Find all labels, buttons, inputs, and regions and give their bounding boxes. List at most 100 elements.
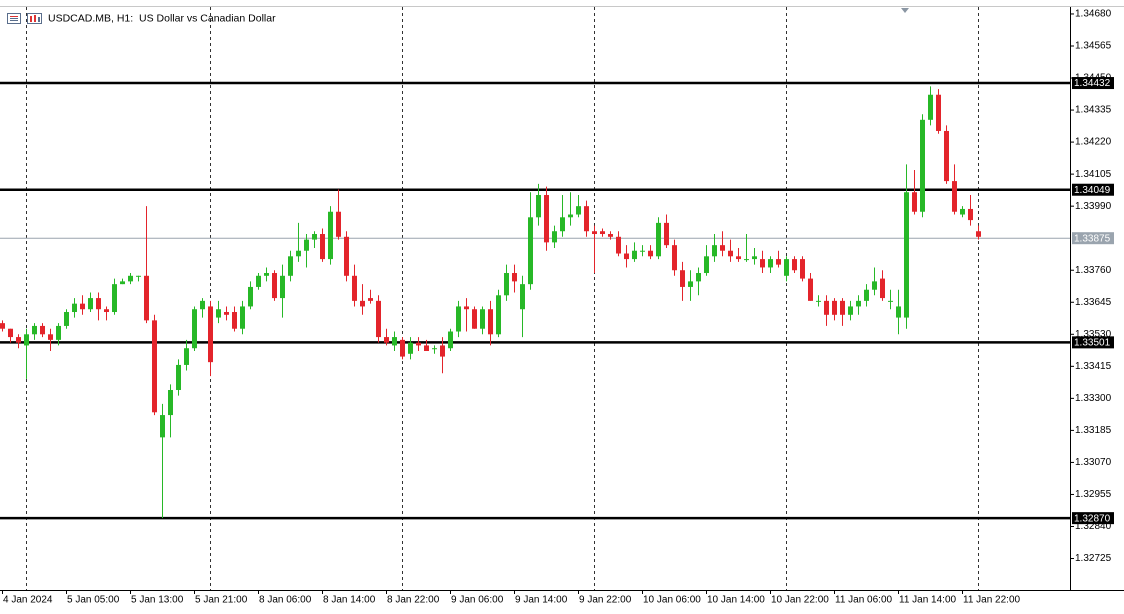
candle-body — [344, 236, 349, 276]
candle-body — [512, 273, 517, 282]
x-tick-label: 8 Jan 06:00 — [259, 595, 312, 606]
candle-body — [680, 270, 685, 287]
candle-body — [184, 348, 189, 365]
candle-body — [928, 94, 933, 120]
candle-body — [864, 289, 869, 301]
candle-body — [40, 325, 45, 335]
y-tick-label: 1.33760 — [1075, 265, 1112, 276]
icon-bar — [38, 17, 40, 22]
candle-body — [784, 259, 789, 276]
candle-body — [224, 312, 229, 315]
level-label: 1.34432 — [1074, 78, 1111, 89]
candle-body — [456, 306, 461, 332]
candle-body — [8, 328, 13, 338]
candle-body — [952, 181, 957, 212]
level-label: 1.34049 — [1074, 185, 1111, 196]
candle-body — [888, 300, 893, 302]
candle-body — [32, 325, 37, 335]
x-tick-label: 11 Jan 22:00 — [963, 595, 1021, 606]
candle-body — [640, 250, 645, 252]
current-price-box — [1072, 232, 1114, 245]
candle-body — [64, 312, 69, 326]
candle-body — [24, 334, 29, 346]
x-tick-label: 5 Jan 05:00 — [67, 595, 120, 606]
candle-body — [624, 253, 629, 260]
x-tick-label: 5 Jan 21:00 — [195, 595, 248, 606]
candle-body — [176, 364, 181, 391]
candle-body — [976, 231, 981, 237]
candle-body — [376, 300, 381, 338]
candle-body — [232, 312, 237, 329]
candle-body — [448, 331, 453, 349]
candle-body — [96, 298, 101, 310]
candle-body — [568, 214, 573, 218]
candle-body — [712, 245, 717, 257]
y-tick-label: 1.33415 — [1075, 361, 1112, 372]
level-label: 1.32870 — [1074, 513, 1111, 524]
candle-body — [944, 130, 949, 182]
candle-body — [296, 250, 301, 257]
candle-body — [648, 250, 653, 257]
candle-body — [656, 222, 661, 257]
candle-body — [792, 259, 797, 271]
x-tick-label: 10 Jan 22:00 — [771, 595, 829, 606]
current-price-label: 1.33875 — [1074, 233, 1111, 244]
candle-body — [352, 275, 357, 301]
candle-body — [848, 306, 853, 315]
candle-body — [264, 273, 269, 276]
y-tick-label: 1.33530 — [1075, 329, 1112, 340]
candle-body — [400, 339, 405, 357]
x-tick-label: 4 Jan 2024 — [3, 595, 53, 606]
candle-body — [432, 348, 437, 350]
x-tick-label: 10 Jan 06:00 — [643, 595, 701, 606]
x-tick-label: 11 Jan 06:00 — [835, 595, 893, 606]
candle-body — [960, 208, 965, 215]
candle-body — [744, 259, 749, 261]
candle-body — [288, 256, 293, 276]
candle-body — [336, 211, 341, 237]
x-tick-label: 8 Jan 22:00 — [387, 595, 440, 606]
shift-marker — [901, 8, 909, 13]
chart-title: USDCAD.MB, H1: US Dollar vs Canadian Dol… — [48, 12, 276, 24]
candle-body — [832, 300, 837, 315]
level-label-box — [1072, 183, 1114, 196]
candle-body — [472, 309, 477, 329]
y-tick-label: 1.33070 — [1075, 457, 1112, 468]
candle-body — [904, 192, 909, 318]
candle-body — [768, 259, 773, 268]
candle-body — [168, 390, 173, 416]
candle-body — [16, 337, 21, 343]
candle-body — [752, 256, 757, 260]
chart-icons — [7, 13, 42, 24]
x-tick-label: 5 Jan 13:00 — [131, 595, 184, 606]
candle-body — [464, 306, 469, 310]
candle-body — [416, 342, 421, 346]
candle-body — [408, 342, 413, 354]
y-tick-label: 1.33300 — [1075, 393, 1112, 404]
y-tick-label: 1.34105 — [1075, 169, 1112, 180]
y-tick-label: 1.33185 — [1075, 425, 1112, 436]
candle-body — [936, 94, 941, 131]
candle-body — [664, 222, 669, 246]
icon-bar — [34, 15, 36, 22]
candle-body — [272, 273, 277, 299]
candle-body — [312, 234, 317, 240]
y-tick-label: 1.34565 — [1075, 41, 1112, 52]
candle-body — [760, 259, 765, 268]
candle-body — [688, 281, 693, 287]
y-tick-label: 1.32955 — [1075, 489, 1112, 500]
candle-body — [248, 286, 253, 307]
level-label-box — [1072, 77, 1114, 90]
candle-body — [200, 300, 205, 310]
candle-body — [968, 208, 973, 221]
candle-body — [56, 325, 61, 340]
candle-body — [816, 300, 821, 302]
y-tick-label: 1.33645 — [1075, 297, 1112, 308]
candle-body — [856, 300, 861, 307]
grid — [26, 7, 979, 590]
candle-body — [808, 278, 813, 301]
candle-body — [592, 231, 597, 235]
candle-body — [496, 295, 501, 335]
candle-body — [320, 234, 325, 260]
candle-body — [560, 217, 565, 232]
